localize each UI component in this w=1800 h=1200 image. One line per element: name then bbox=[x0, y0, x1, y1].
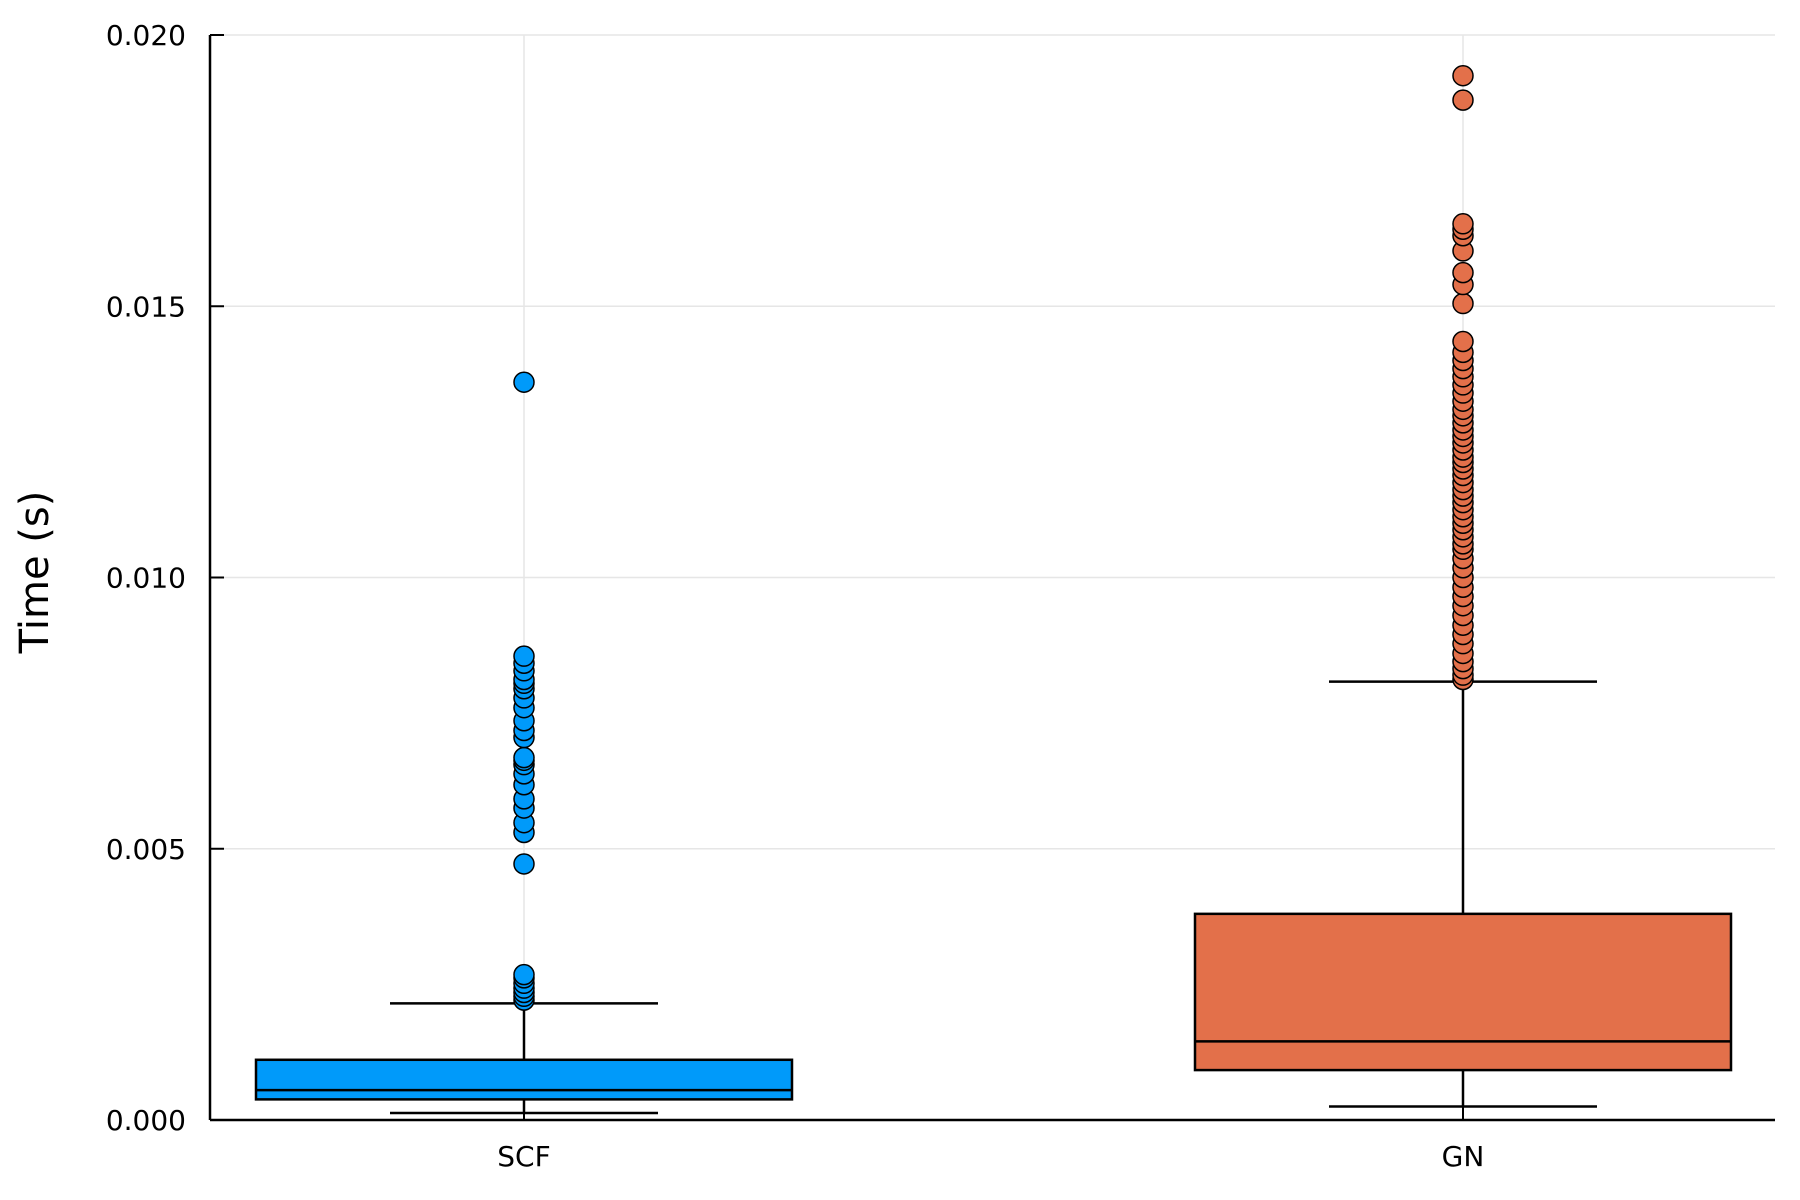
y-tick-label: 0.020 bbox=[106, 19, 186, 52]
y-tick-label: 0.015 bbox=[106, 290, 186, 323]
iqr-box bbox=[254, 1058, 794, 1101]
outlier-point bbox=[513, 371, 535, 393]
outlier-point bbox=[1452, 261, 1474, 284]
y-tick-label: 0.000 bbox=[106, 1104, 186, 1137]
y-tick-label: 0.005 bbox=[106, 833, 186, 866]
y-tick-label: 0.010 bbox=[106, 562, 186, 595]
y-axis-title: Time (s) bbox=[12, 491, 58, 655]
outlier-point bbox=[1452, 292, 1474, 315]
box-group-scf bbox=[254, 371, 794, 1115]
x-tick-label: SCF bbox=[497, 1140, 550, 1173]
outlier-point bbox=[513, 645, 535, 667]
outlier-point bbox=[513, 746, 535, 769]
axes: 0.000 0.005 0.010 0.015 0.020 SCF GN bbox=[106, 19, 1775, 1173]
outlier-point bbox=[1452, 64, 1474, 87]
x-tick-label: GN bbox=[1442, 1140, 1485, 1173]
outlier-point bbox=[513, 853, 535, 875]
outlier-point bbox=[513, 963, 535, 986]
outlier-point bbox=[1452, 89, 1474, 111]
iqr-box bbox=[1193, 912, 1733, 1072]
box-plots bbox=[254, 64, 1733, 1115]
outlier-point bbox=[1452, 213, 1474, 235]
outlier-point bbox=[1452, 330, 1474, 353]
box-group-gn bbox=[1193, 64, 1733, 1108]
